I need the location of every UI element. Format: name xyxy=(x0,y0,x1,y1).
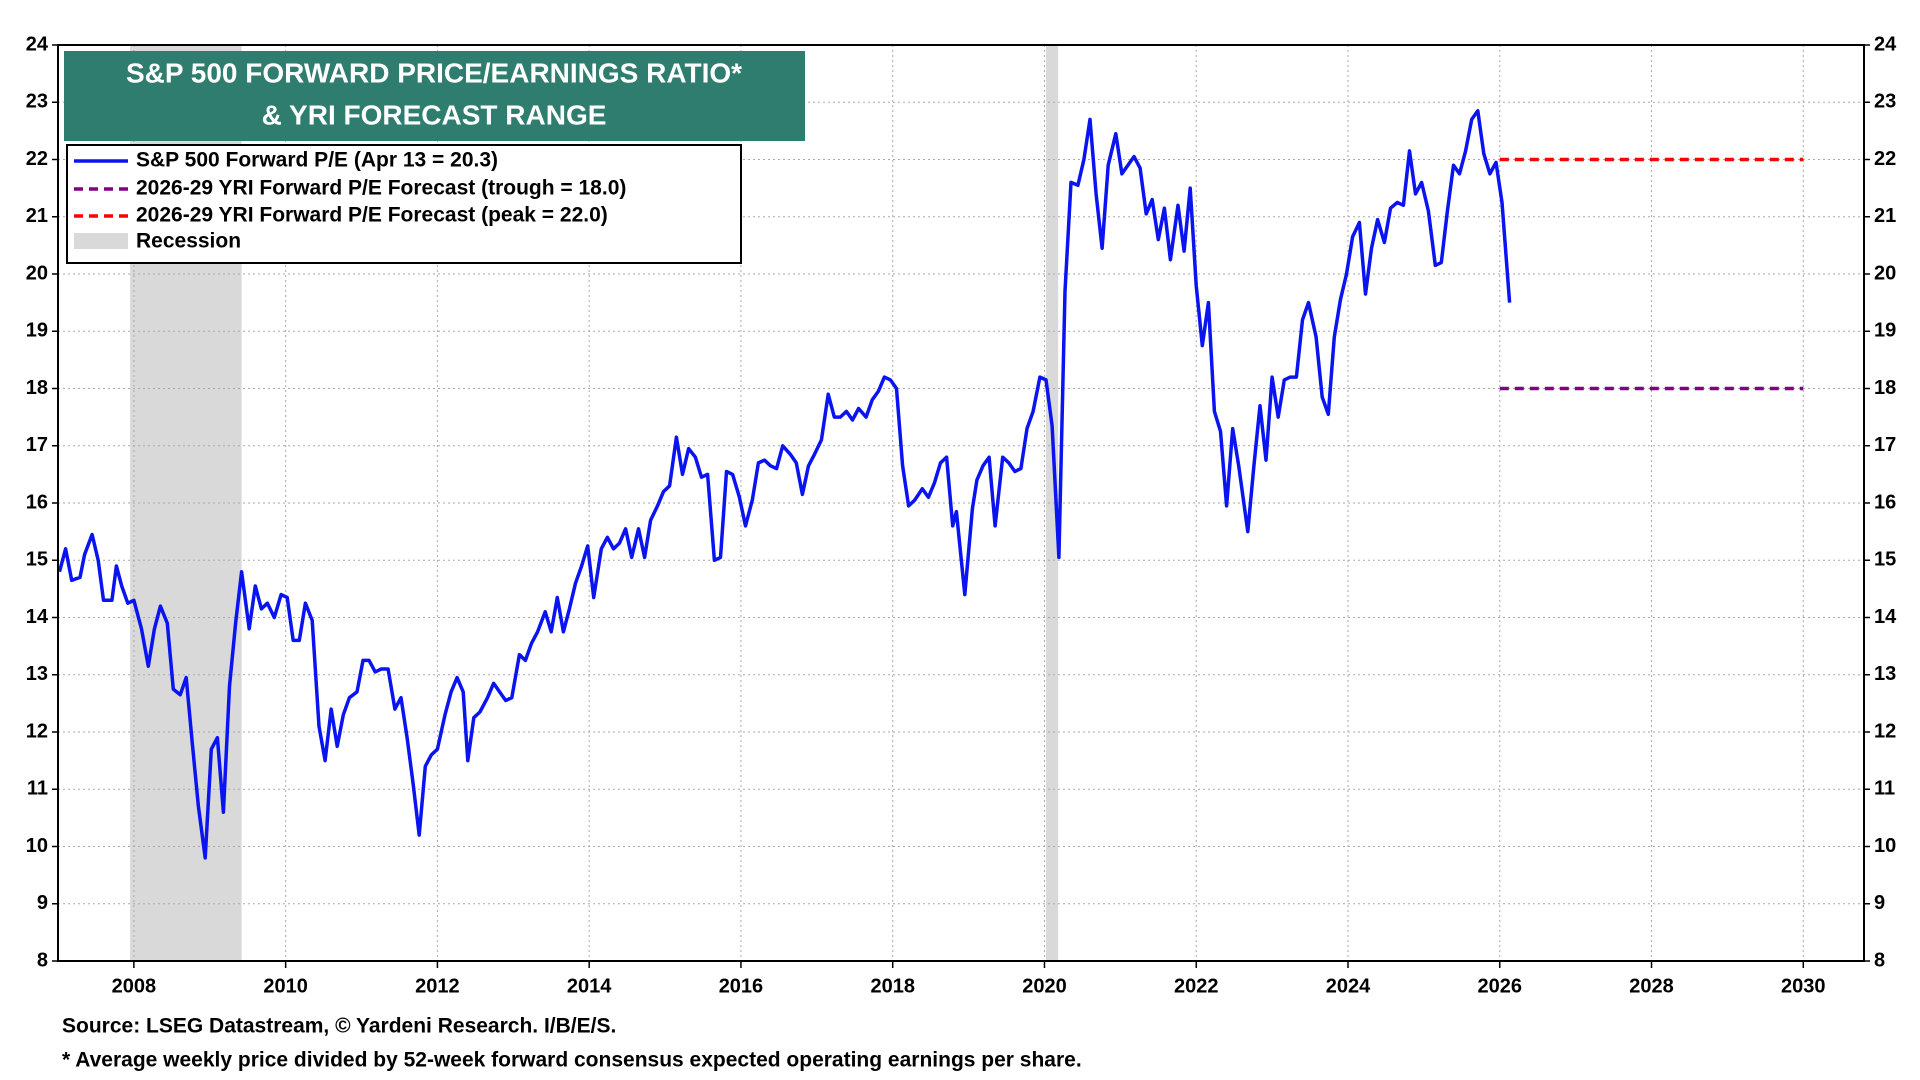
y-tick-label: 11 xyxy=(27,778,48,800)
y2-tick-label: 24 xyxy=(1874,33,1897,55)
y-tick-label: 20 xyxy=(26,262,48,284)
y2-tick-label: 22 xyxy=(1874,148,1896,170)
y-tick-label: 12 xyxy=(26,720,48,742)
y2-tick-label: 18 xyxy=(1874,377,1896,399)
y2-tick-label: 13 xyxy=(1874,663,1896,685)
footnote: * Average weekly price divided by 52-wee… xyxy=(62,1049,1082,1072)
y2-tick-label: 10 xyxy=(1874,835,1896,857)
title-box xyxy=(64,51,805,141)
chart-title: & YRI FORECAST RANGE xyxy=(262,99,607,130)
x-tick-label: 2022 xyxy=(1174,975,1219,997)
series-line xyxy=(57,109,1512,860)
x-tick-label: 2020 xyxy=(1022,975,1067,997)
x-tick-label: 2026 xyxy=(1478,975,1523,997)
y-tick-label: 19 xyxy=(26,320,48,342)
plot-frame xyxy=(57,44,1865,962)
x-tick-label: 2018 xyxy=(870,975,915,997)
x-tick-label: 2028 xyxy=(1629,975,1674,997)
y-tick-label: 22 xyxy=(26,148,48,170)
x-tick-label: 2008 xyxy=(112,975,157,997)
y2-tick-label: 9 xyxy=(1874,892,1885,914)
y-tick-label: 14 xyxy=(26,606,49,628)
legend-box xyxy=(66,144,742,264)
y2-tick-label: 8 xyxy=(1874,949,1885,971)
y2-tick-label: 14 xyxy=(1874,606,1897,628)
legend-label: Recession xyxy=(136,230,241,253)
x-tick-label: 2016 xyxy=(719,975,764,997)
y-tick-label: 10 xyxy=(26,835,48,857)
y2-tick-label: 11 xyxy=(1874,778,1895,800)
x-tick-label: 2012 xyxy=(415,975,460,997)
legend-label: 2026-29 YRI Forward P/E Forecast (peak =… xyxy=(136,204,608,227)
chart-title: S&P 500 FORWARD PRICE/EARNINGS RATIO* xyxy=(126,57,742,88)
y-tick-label: 8 xyxy=(37,949,48,971)
y-tick-label: 9 xyxy=(37,892,48,914)
legend-label: 2026-29 YRI Forward P/E Forecast (trough… xyxy=(136,177,626,200)
y2-tick-label: 17 xyxy=(1874,434,1896,456)
legend-label: S&P 500 Forward P/E (Apr 13 = 20.3) xyxy=(136,149,498,172)
y2-tick-label: 19 xyxy=(1874,320,1896,342)
y-tick-label: 23 xyxy=(26,91,48,113)
x-tick-label: 2024 xyxy=(1326,975,1371,997)
x-tick-label: 2010 xyxy=(263,975,308,997)
y2-tick-label: 15 xyxy=(1874,549,1896,571)
y2-tick-label: 12 xyxy=(1874,720,1896,742)
y2-tick-label: 20 xyxy=(1874,262,1896,284)
x-tick-label: 2030 xyxy=(1781,975,1826,997)
y-tick-label: 16 xyxy=(26,491,48,513)
y-tick-label: 24 xyxy=(26,33,49,55)
y2-tick-label: 23 xyxy=(1874,91,1896,113)
x-tick-label: 2014 xyxy=(567,975,612,997)
y2-tick-label: 21 xyxy=(1874,205,1896,227)
footnote: Source: LSEG Datastream, © Yardeni Resea… xyxy=(62,1015,616,1038)
y-tick-label: 18 xyxy=(26,377,48,399)
y-tick-label: 15 xyxy=(26,549,48,571)
legend-swatch xyxy=(74,233,128,249)
y-tick-label: 21 xyxy=(26,205,48,227)
y2-tick-label: 16 xyxy=(1874,491,1896,513)
y-tick-label: 17 xyxy=(26,434,48,456)
y-tick-label: 13 xyxy=(26,663,48,685)
